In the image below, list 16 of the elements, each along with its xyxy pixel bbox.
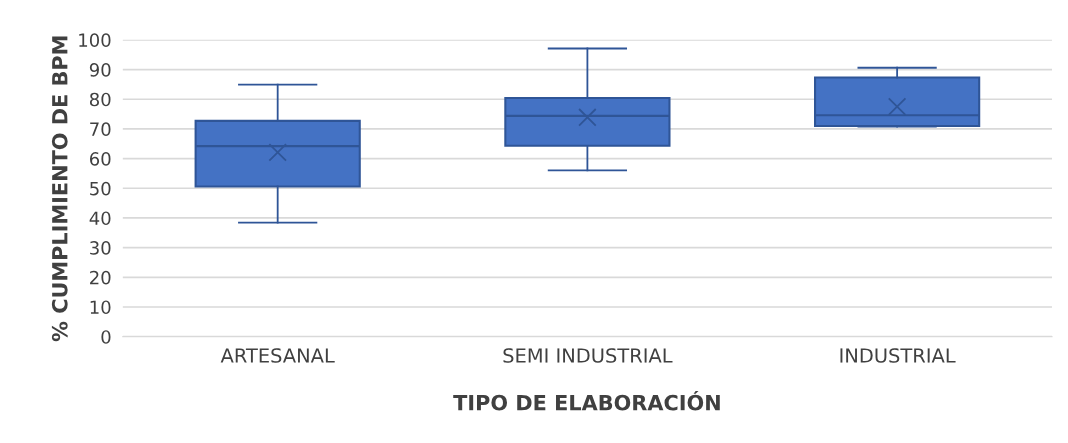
y-tick-label: 50 [90, 181, 111, 196]
y-tick-label: 90 [89, 63, 111, 77]
y-tick-label: 60 [89, 152, 111, 166]
y-tick-label: 100 [79, 33, 111, 47]
x-axis-title: TIPO DE ELABORACIÓN [453, 390, 720, 411]
y-tick-label: 0 [101, 330, 111, 344]
y-axis-title: % CUMPLIMIENTO DE BPM [51, 36, 68, 342]
y-tick-label: 70 [90, 122, 111, 137]
x-tick-label: SEMI INDUSTRIAL [503, 348, 673, 363]
y-tick-label: 20 [90, 270, 111, 285]
x-tick-label: INDUSTRIAL [840, 348, 956, 363]
y-tick-label: 40 [89, 211, 111, 226]
y-tick-label: 30 [90, 241, 111, 255]
x-tick-label: ARTESANAL [220, 348, 335, 363]
y-tick-label: 10 [90, 300, 111, 315]
y-tick-label: 80 [89, 92, 111, 107]
